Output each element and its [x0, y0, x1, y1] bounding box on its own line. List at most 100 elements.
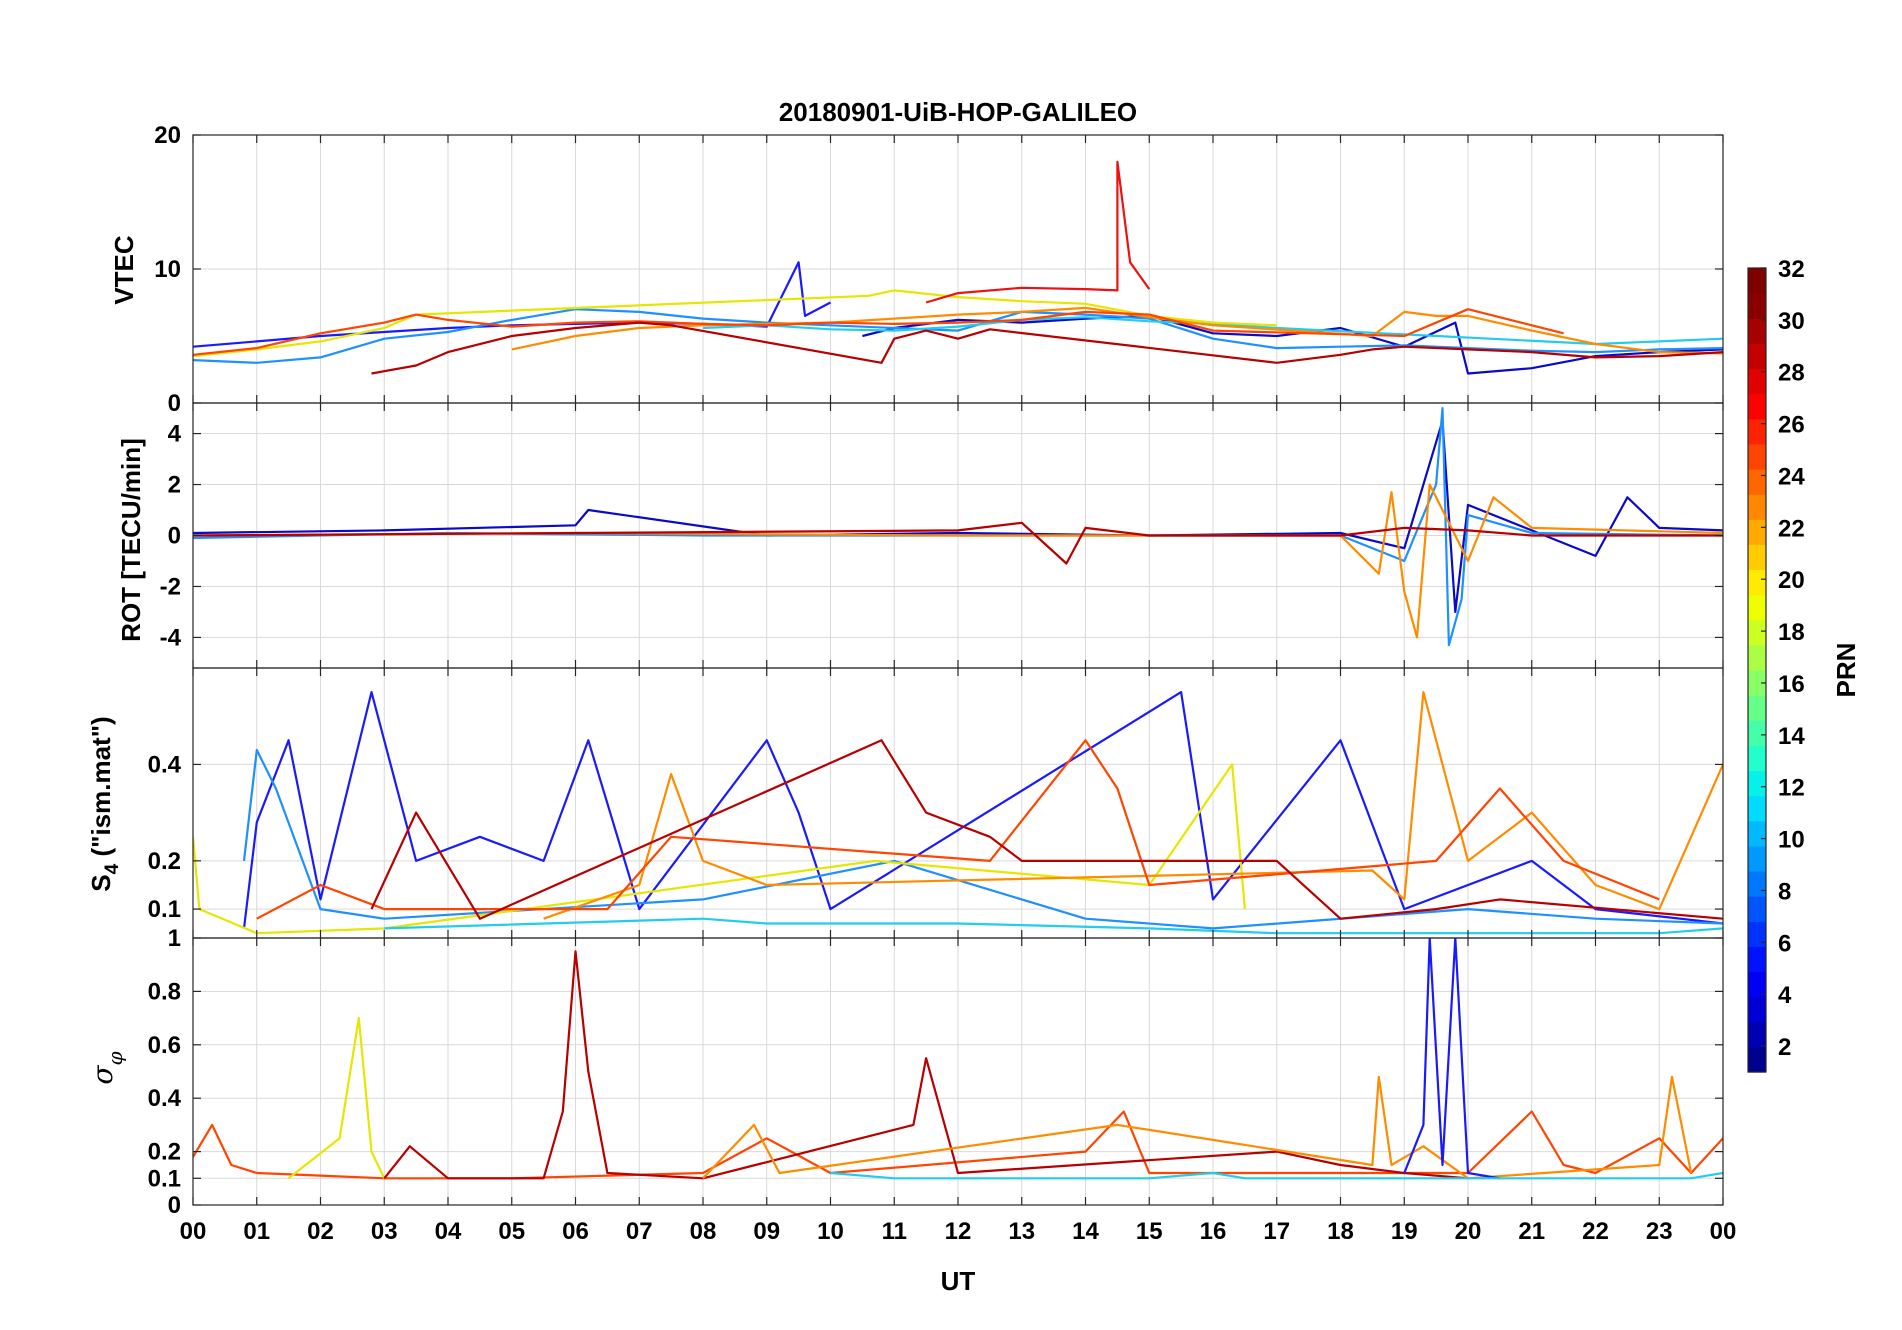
x-axis-label: UT [941, 1266, 976, 1296]
y-axis-label-rot: ROT [TECU/min] [116, 438, 146, 642]
x-tick-label: 02 [307, 1218, 334, 1245]
x-tick-label: 19 [1391, 1218, 1418, 1245]
colorbar-segment [1748, 368, 1766, 395]
series-line-prn-26 [193, 1110, 1723, 1180]
series-line-prn-23 [543, 690, 1723, 920]
x-tick-label: 06 [562, 1218, 589, 1245]
colorbar-tick-label: 10 [1778, 827, 1805, 854]
panel-series-vtec [193, 160, 1723, 375]
tick-layer: 01020-4-20240.10.20.400.10.20.40.60.8100… [148, 122, 1737, 1245]
series-line-prn-9 [242, 748, 1723, 930]
series-line-prn-31 [383, 950, 1469, 1180]
x-tick-label: 00 [180, 1218, 207, 1245]
colorbar-tick-label: 16 [1778, 671, 1805, 698]
colorbar-segment [1748, 896, 1766, 922]
colorbar-segment [1748, 494, 1766, 520]
colorbar-segment [1748, 293, 1766, 319]
x-tick-label: 23 [1646, 1218, 1673, 1245]
colorbar-segment [1748, 619, 1766, 646]
series-line-prn-26 [256, 739, 1660, 920]
y-tick-label-rot: -2 [160, 573, 181, 600]
y-axis-label-s4-main: S [86, 874, 116, 891]
y-axis-label-sigma-phi: σφ [86, 1051, 127, 1084]
y-tick-label-s4: 0.1 [148, 896, 181, 923]
colorbar-segment [1748, 268, 1766, 294]
y-axis-label-vtec: VTEC [109, 235, 139, 305]
series-line-prn-23 [511, 306, 1723, 355]
series-line-prn-31 [370, 739, 1723, 920]
series-line-prn-20 [193, 763, 1246, 935]
colorbar-tick-label: 2 [1778, 1034, 1791, 1061]
chart-title: 20180901-UiB-HOP-GALILEO [779, 97, 1137, 127]
x-tick-label: 17 [1263, 1218, 1290, 1245]
y-tick-label-s4: 0.4 [148, 751, 182, 778]
y-tick-label-rot: 4 [168, 421, 182, 448]
x-tick-label: 04 [435, 1218, 462, 1245]
colorbar-segment [1748, 871, 1766, 897]
colorbar-segment [1748, 695, 1766, 721]
y-tick-label-sigma_phi: 0.8 [148, 978, 181, 1005]
colorbar-segment [1748, 1046, 1766, 1073]
y-tick-label-vtec: 0 [168, 390, 181, 417]
y-axis-label-sigma-sub: φ [103, 1051, 127, 1065]
colorbar-segment [1748, 418, 1766, 445]
colorbar-segment [1748, 770, 1766, 797]
x-tick-label: 00 [1710, 1218, 1737, 1245]
colorbar-segment [1748, 795, 1766, 822]
x-tick-label: 18 [1327, 1218, 1354, 1245]
colorbar-segment [1748, 519, 1766, 545]
series-line-prn-11 [384, 917, 1723, 935]
x-tick-label: 11 [882, 1218, 907, 1245]
series-line-prn-20 [287, 1016, 386, 1180]
x-tick-label: 21 [1518, 1218, 1545, 1245]
colorbar-segment [1748, 971, 1766, 998]
colorbar-tick-label: 14 [1778, 723, 1805, 750]
colorbar-segment [1748, 720, 1766, 746]
series-line-prn-26 [193, 308, 1564, 356]
y-tick-label-sigma_phi: 0.2 [148, 1139, 181, 1166]
x-tick-label: 14 [1072, 1218, 1099, 1245]
colorbar-segment [1748, 469, 1766, 495]
x-tick-label: 20 [1455, 1218, 1482, 1245]
y-axis-label-s4-rest: ("ism.mat") [86, 716, 116, 863]
colorbar-tick-label: 18 [1778, 619, 1805, 646]
series-line-prn-4 [242, 690, 1723, 929]
series-line-prn-11 [830, 1171, 1723, 1180]
series-line-prn-4 [1403, 938, 1501, 1180]
colorbar-tick-label: 26 [1778, 412, 1805, 439]
y-axis-label-s4-sub: 4 [102, 863, 123, 874]
colorbar-segment [1748, 443, 1766, 470]
x-tick-label: 13 [1008, 1218, 1035, 1245]
y-tick-label-sigma_phi: 1 [168, 925, 181, 952]
x-tick-label: 22 [1582, 1218, 1609, 1245]
series-line-prn-4 [193, 261, 832, 348]
series-line-prn-28 [925, 160, 1151, 304]
series-line-prn-31 [193, 521, 1723, 565]
colorbar-tick-label: 6 [1778, 930, 1791, 957]
colorbar-segment [1748, 569, 1766, 596]
colorbar-segment [1748, 820, 1766, 847]
y-tick-label-sigma_phi: 0.6 [148, 1032, 181, 1059]
series-line-prn-23 [193, 483, 1723, 639]
colorbar-segment [1748, 670, 1766, 696]
x-tick-label: 07 [626, 1218, 653, 1245]
colorbar-tick-label: 30 [1778, 308, 1805, 335]
x-tick-label: 15 [1136, 1218, 1163, 1245]
y-tick-label-sigma_phi: 0.1 [148, 1165, 181, 1192]
x-tick-label: 01 [243, 1218, 270, 1245]
y-axis-label-sigma-main: σ [86, 1065, 119, 1085]
x-tick-label: 16 [1200, 1218, 1227, 1245]
y-tick-label-sigma_phi: 0 [168, 1192, 181, 1219]
colorbar-tick-label: 20 [1778, 567, 1805, 594]
series-line-prn-23 [702, 1075, 1693, 1180]
panel-series-rot [193, 407, 1723, 647]
x-tick-label: 05 [498, 1218, 525, 1245]
y-tick-label-vtec: 20 [154, 122, 181, 149]
colorbar-tick-label: 8 [1778, 878, 1791, 905]
colorbar-segment [1748, 996, 1766, 1023]
colorbar-segment [1748, 343, 1766, 370]
y-tick-label-sigma_phi: 0.4 [148, 1085, 182, 1112]
colorbar-segment [1748, 921, 1766, 947]
colorbar-tick-label: 28 [1778, 360, 1805, 387]
